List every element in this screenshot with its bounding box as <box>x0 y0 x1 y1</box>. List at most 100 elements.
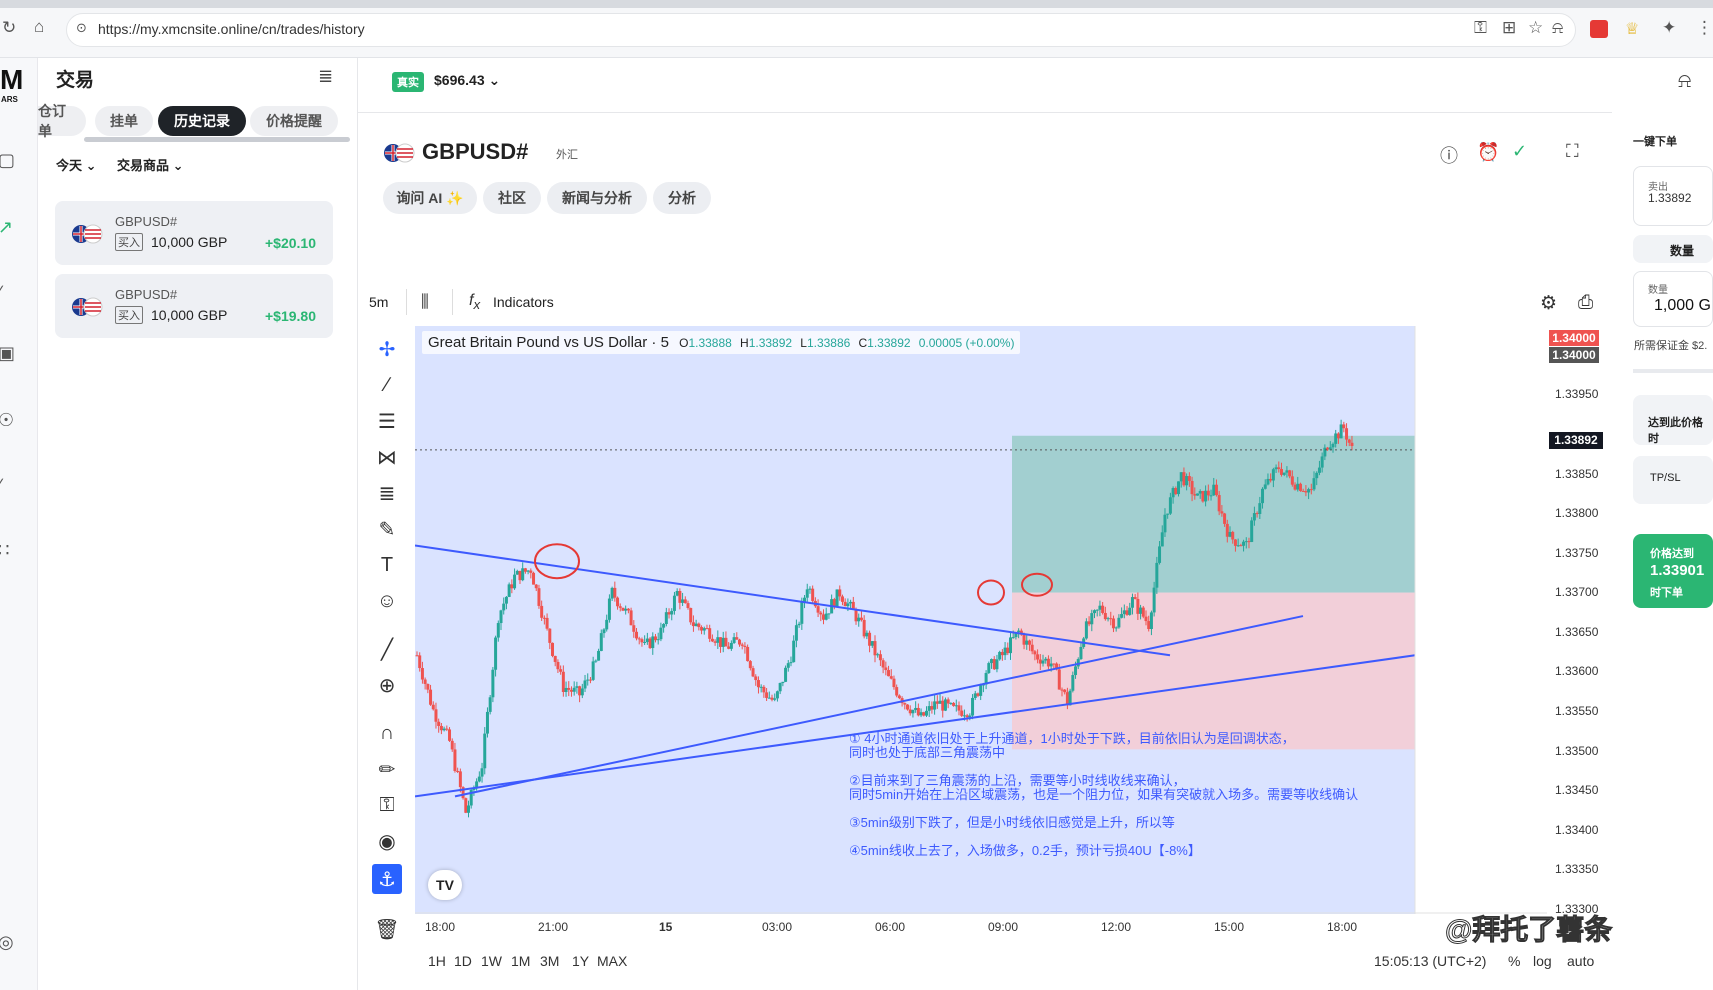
tpsl-option[interactable] <box>1633 456 1713 504</box>
candle-body <box>1217 495 1221 512</box>
interval-selector[interactable]: 5m <box>369 294 389 310</box>
chart-settings-icon[interactable]: ⚙ <box>1540 293 1558 314</box>
chart-clock[interactable]: 15:05:13 (UTC+2) <box>1374 953 1487 969</box>
puzzle-icon[interactable]: ✦ <box>1662 18 1677 37</box>
candle-body <box>838 589 842 597</box>
indicators-icon[interactable]: fx <box>469 292 481 313</box>
rail-tools-icon[interactable]: ∕ <box>0 475 1 496</box>
candle-body <box>437 721 441 726</box>
magnet-icon[interactable]: ∩ <box>379 721 395 744</box>
rail-analysis-icon[interactable]: ∕ <box>0 282 1 303</box>
percent-toggle[interactable]: % <box>1508 953 1521 969</box>
key-icon[interactable]: ⚿ <box>1474 18 1487 37</box>
alarm-icon[interactable]: ⏰ <box>1477 142 1500 162</box>
symbol-filter[interactable]: 交易商品 ⌄ <box>117 158 184 173</box>
price-axis[interactable] <box>1547 326 1611 914</box>
notifications-bell-icon[interactable]: ⍾ <box>1678 70 1692 92</box>
visibility-icon[interactable]: ◉ <box>378 830 396 853</box>
filter-settings-icon[interactable]: ≣ <box>318 66 334 86</box>
tradingview-logo-icon[interactable]: TV <box>428 870 462 900</box>
range-1y[interactable]: 1Y <box>572 953 590 969</box>
address-bar[interactable] <box>66 13 1576 47</box>
quantity-tab[interactable] <box>1633 235 1713 263</box>
candle-body <box>448 729 452 741</box>
info-icon[interactable]: ⓘ <box>1440 146 1458 166</box>
menu-icon[interactable]: ⋮ <box>1696 18 1713 37</box>
lock-icon[interactable]: ⚿ <box>379 793 395 816</box>
rail-portfolio-icon[interactable]: ▢ <box>0 150 16 170</box>
reload-icon[interactable]: ↻ <box>2 18 17 37</box>
rail-trade-icon[interactable]: ↗ <box>0 217 14 237</box>
trendline-icon[interactable]: ∕ <box>385 373 389 396</box>
pattern-icon[interactable]: ⋈ <box>377 446 397 469</box>
checkmark-icon[interactable]: ✓ <box>1512 141 1528 161</box>
extension-badge-icon[interactable]: ♕ <box>1625 21 1640 38</box>
reach-price-option[interactable] <box>1633 395 1713 445</box>
log-toggle[interactable]: log <box>1533 953 1552 969</box>
zoom-icon[interactable]: ⊕ <box>378 674 396 697</box>
analysis-tab[interactable]: 分析 <box>653 182 711 214</box>
quantity-field[interactable] <box>1633 271 1713 327</box>
indicators-button[interactable]: Indicators <box>493 294 554 310</box>
rail-support-icon[interactable]: ◎ <box>0 932 14 952</box>
quantity-value[interactable]: 1,000 G <box>1654 297 1711 314</box>
rail-education-icon[interactable]: ☉ <box>0 410 15 430</box>
fib-icon[interactable]: ≣ <box>378 482 396 505</box>
link-icon[interactable]: ⚓ <box>372 864 402 894</box>
candle-body <box>1261 488 1265 504</box>
rail-apps-icon[interactable]: ∷ <box>0 540 10 560</box>
emoji-icon[interactable]: ☺ <box>376 589 398 612</box>
account-balance[interactable]: $696.43 ⌄ <box>434 72 501 88</box>
ask-ai-button[interactable]: 询问 AI ✨ <box>383 182 477 214</box>
candle-body <box>762 686 766 693</box>
candle-body <box>588 679 592 681</box>
candle-body <box>507 584 511 597</box>
rail-wallet-icon[interactable]: ▣ <box>0 343 16 363</box>
news-analysis-tab[interactable]: 新闻与分析 <box>547 182 647 214</box>
tab-open-orders[interactable]: 仓订单 <box>38 103 86 139</box>
camera-icon[interactable]: ⎙ <box>1578 292 1594 313</box>
url-text[interactable]: https://my.xmcnsite.online/cn/trades/his… <box>98 21 365 37</box>
auto-toggle[interactable]: auto <box>1567 953 1595 969</box>
candle-body <box>442 728 446 731</box>
bookmark-star-icon[interactable]: ☆ <box>1528 18 1544 37</box>
sell-button[interactable] <box>1633 166 1713 226</box>
range-max[interactable]: MAX <box>597 953 628 969</box>
candle-type-icon[interactable]: ⫼ <box>421 292 429 311</box>
range-1m[interactable]: 1M <box>511 953 531 969</box>
ruler-icon[interactable]: ╱ <box>380 638 394 661</box>
tab-scrollbar[interactable] <box>84 137 350 142</box>
legend-close: 1.33892 <box>867 336 911 350</box>
trash-icon[interactable]: 🗑 <box>374 918 400 941</box>
tab-pending[interactable]: 挂单 <box>95 106 153 136</box>
candlestick-chart[interactable] <box>414 326 1547 914</box>
tab-price-alerts[interactable]: 价格提醒 <box>250 106 338 136</box>
range-1d[interactable]: 1D <box>454 953 472 969</box>
edit-lock-icon[interactable]: ✏ <box>378 758 396 781</box>
horizontal-lines-icon[interactable]: ☰ <box>378 410 396 433</box>
text-icon[interactable]: T <box>380 553 394 576</box>
tab-history[interactable]: 历史记录 <box>158 106 246 136</box>
extension-icon[interactable] <box>1590 20 1608 38</box>
candle-body <box>662 624 666 628</box>
site-info-icon[interactable]: ⊙ <box>76 20 87 35</box>
apps-icon[interactable]: ⊞ <box>1502 18 1517 37</box>
flag-gb-us-icon <box>384 143 415 163</box>
crosshair-icon[interactable]: ✢ <box>378 338 396 361</box>
candle-body <box>1209 495 1213 497</box>
candle-body <box>1190 480 1194 495</box>
candle-body <box>827 613 831 615</box>
chart-area[interactable] <box>414 326 1547 914</box>
range-1w[interactable]: 1W <box>481 953 502 969</box>
home-icon[interactable]: ⌂ <box>34 17 45 36</box>
range-3m[interactable]: 3M <box>540 953 560 969</box>
candle-body <box>746 646 750 662</box>
fullscreen-icon[interactable]: ⛶ <box>1566 141 1579 161</box>
brush-icon[interactable]: ✎ <box>378 518 396 541</box>
candle-body <box>567 687 571 690</box>
period-filter[interactable]: 今天 ⌄ <box>56 158 97 173</box>
range-1h[interactable]: 1H <box>428 953 446 969</box>
buy-limit-button[interactable] <box>1633 534 1713 608</box>
community-tab[interactable]: 社区 <box>483 182 541 214</box>
bell-icon[interactable]: ⍾ <box>1552 18 1564 37</box>
